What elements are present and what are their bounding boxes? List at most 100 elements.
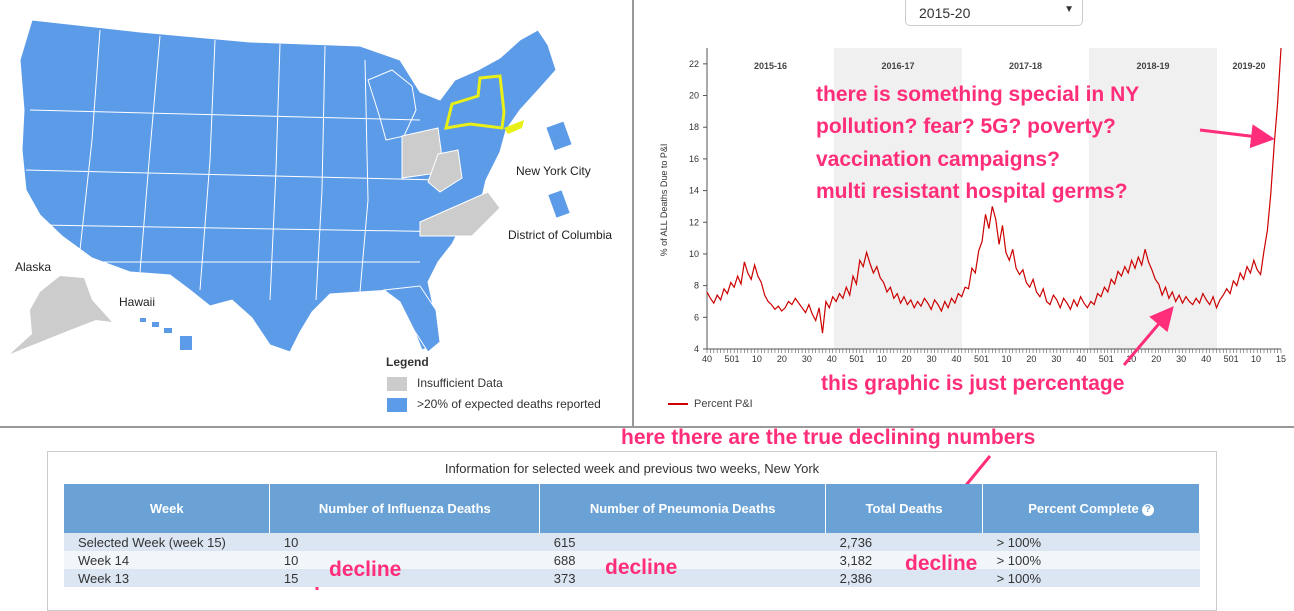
- y-tick-label: 22: [689, 59, 699, 69]
- annotation-percentage: this graphic is just percentage: [821, 372, 1125, 395]
- y-tick-label: 14: [689, 186, 699, 196]
- x-axis: 40 501 10 20 30 40 501 10 20 30 40 501 10 20 30 40 501 10…: [702, 348, 1286, 364]
- table-caption: Information for selected week and previo…: [444, 461, 820, 476]
- x-tick-label: 501: [1224, 354, 1239, 364]
- map-dc-box[interactable]: [548, 190, 570, 218]
- cell-percent: > 100%: [982, 551, 1200, 569]
- col-header-total[interactable]: Total Deaths: [825, 484, 984, 533]
- col-header-influenza[interactable]: Number of Influenza Deaths: [269, 484, 541, 533]
- season-label: 2016-17: [881, 61, 914, 71]
- cell-total: 3,182: [825, 551, 983, 569]
- map-state-north-carolina[interactable]: [419, 191, 501, 237]
- cell-pneumonia: 615: [539, 533, 826, 551]
- season-label: 2019-20: [1232, 61, 1265, 71]
- us-map: [10, 19, 572, 354]
- x-tick-label: 20: [1151, 354, 1161, 364]
- y-axis: 4 6 8 10 12 14 16 18 20 22: [689, 48, 708, 354]
- label-hawaii: Hawaii: [119, 295, 156, 309]
- legend-label-reported: >20% of expected deaths reported: [417, 397, 601, 411]
- table-row: Week 13 15 373 2,386 > 100%: [64, 569, 1200, 587]
- map-legend-title: Legend: [386, 355, 429, 369]
- caret-down-icon: ▼: [1064, 4, 1074, 15]
- y-tick-label: 12: [689, 217, 699, 227]
- map-state-florida[interactable]: [382, 285, 441, 353]
- season-label: 2018-19: [1136, 61, 1169, 71]
- panel-divider-horizontal: [0, 426, 1294, 428]
- y-tick-label: 16: [689, 154, 699, 164]
- annotation-decline-total: decline: [905, 552, 978, 575]
- state-borders: [25, 29, 461, 301]
- map-nyc-box[interactable]: [546, 121, 572, 151]
- x-tick-label: 501: [724, 354, 739, 364]
- cell-total: 2,386: [825, 569, 983, 587]
- y-tick-label: 20: [689, 91, 699, 101]
- y-tick-label: 8: [694, 281, 699, 291]
- chart-legend: Percent P&I: [668, 398, 753, 410]
- col-header-pneumonia[interactable]: Number of Pneumonia Deaths: [539, 484, 827, 533]
- x-tick-label: 10: [1001, 354, 1011, 364]
- map-state-michigan[interactable]: [367, 69, 417, 141]
- cell-week: Week 14: [64, 551, 270, 569]
- map-nyc-marker[interactable]: [504, 120, 524, 134]
- y-tick-label: 4: [694, 344, 699, 354]
- x-tick-label: 40: [827, 354, 837, 364]
- cell-week: Selected Week (week 15): [64, 533, 270, 551]
- week-info-panel: Information for selected week and previo…: [47, 451, 1217, 611]
- cell-percent: > 100%: [982, 533, 1200, 551]
- cell-week: Week 13: [64, 569, 270, 587]
- legend-swatch-reported: [387, 397, 407, 412]
- x-tick-label: 10: [752, 354, 762, 364]
- annotation-decline-pneumonia: decline: [605, 556, 678, 579]
- x-tick-label: 30: [927, 354, 937, 364]
- season-labels: 2015-16 2016-17 2017-18 2018-19 2019-20: [754, 61, 1266, 71]
- table-header-row: Week Number of Influenza Deaths Number o…: [64, 484, 1200, 533]
- x-tick-label: 10: [877, 354, 887, 364]
- annotation-pollution: pollution? fear? 5G? poverty?: [816, 115, 1116, 138]
- legend-swatch-insufficient: [387, 376, 407, 391]
- series-line-percent-pi: [706, 47, 1282, 334]
- y-axis-label: % of ALL Deaths Due to P&I: [659, 144, 669, 257]
- map-state-west-virginia[interactable]: [427, 149, 463, 193]
- legend-label-insufficient: Insufficient Data: [417, 376, 503, 390]
- map-state-new-york[interactable]: [443, 74, 506, 130]
- label-new-york-city: New York City: [516, 164, 591, 178]
- chart-legend-label: Percent P&I: [694, 398, 753, 410]
- legend-item-insufficient: Insufficient Data: [387, 376, 503, 391]
- x-tick-label: 40: [702, 354, 712, 364]
- cell-percent: > 100%: [982, 569, 1200, 587]
- cell-pneumonia: 688: [539, 551, 826, 569]
- annotation-true-numbers: here there are the true declining number…: [621, 426, 1036, 449]
- x-tick-label: 40: [1201, 354, 1211, 364]
- col-header-percent-complete[interactable]: Percent Complete?: [982, 484, 1200, 533]
- x-tick-label: 20: [902, 354, 912, 364]
- x-tick-label: 501: [974, 354, 989, 364]
- season-select-value: 2015-20: [919, 5, 971, 21]
- pi-line-chart: 4 6 8 10 12 14 16 18 20 22 40 501 10 20 30 40 501 10 20 30…: [659, 47, 1286, 364]
- us-map-panel: New York City District of Columbia Alask…: [0, 0, 632, 425]
- panel-divider-vertical: [632, 0, 634, 428]
- cell-influenza: 10: [269, 551, 540, 569]
- season-label: 2015-16: [754, 61, 787, 71]
- annotation-germs: multi resistant hospital germs?: [816, 180, 1128, 203]
- cell-pneumonia: 373: [539, 569, 826, 587]
- x-tick-label: 30: [1176, 354, 1186, 364]
- annotation-ny-special: there is something special in NY: [816, 83, 1140, 106]
- x-tick-label: 30: [1051, 354, 1061, 364]
- x-tick-label: 10: [1126, 354, 1136, 364]
- label-district-of-columbia: District of Columbia: [508, 228, 613, 242]
- season-band: [834, 48, 962, 349]
- x-tick-label: 40: [952, 354, 962, 364]
- x-tick-label: 40: [1076, 354, 1086, 364]
- map-state-alaska[interactable]: [10, 276, 112, 354]
- col-header-week[interactable]: Week: [64, 484, 271, 533]
- legend-line-swatch: [668, 403, 688, 406]
- season-select[interactable]: 2015-20 ▼: [905, 0, 1083, 26]
- x-tick-label: 10: [1251, 354, 1261, 364]
- annotation-vaccination: vaccination campaigns?: [816, 148, 1060, 171]
- map-state-hawaii[interactable]: [140, 318, 192, 350]
- x-tick-label: 20: [1026, 354, 1036, 364]
- y-tick-label: 10: [689, 249, 699, 259]
- help-icon[interactable]: ?: [1141, 503, 1154, 516]
- week-info-table: Week Number of Influenza Deaths Number o…: [64, 484, 1200, 587]
- cell-influenza: 15: [269, 569, 540, 587]
